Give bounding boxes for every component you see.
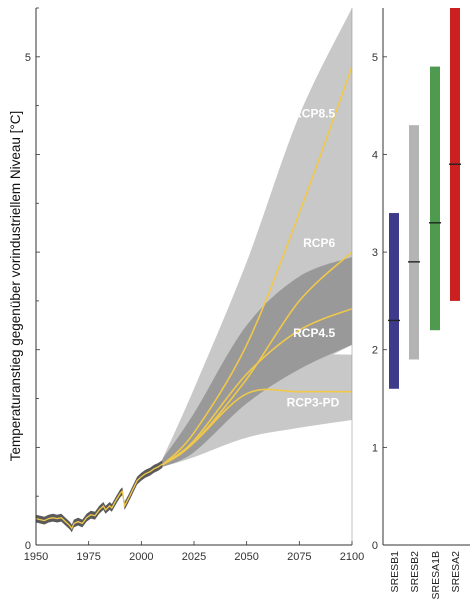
rcp-lines-layer <box>161 66 352 466</box>
y-tick-label: 0 <box>25 540 31 552</box>
sres-label-sresb2: SRESB2 <box>409 551 421 593</box>
x-tick-label: 2025 <box>182 551 206 563</box>
series-label-rcp4-5: RCP4.5 <box>293 326 335 340</box>
sres-y-tick-label: 5 <box>372 52 378 64</box>
band-layer <box>162 8 352 467</box>
uncertainty-band-2 <box>162 353 352 467</box>
sres-y-tick-label: 3 <box>372 247 378 259</box>
y-tick-label: 5 <box>25 52 31 64</box>
x-tick-label: 1975 <box>76 551 100 563</box>
x-tick-label: 2000 <box>129 551 153 563</box>
sres-label-sresa2: SRESA2 <box>450 551 462 593</box>
main-x-ticks: 1950 1975 2000 2025 2050 2075 2100 <box>24 541 364 563</box>
uncertainty-band-0 <box>162 8 352 467</box>
uncertainty-band-3 <box>162 257 352 467</box>
main-y-ticks: 05 <box>25 7 40 552</box>
x-tick-label: 2100 <box>340 551 364 563</box>
series-label-rcp3-pd: RCP3-PD <box>287 395 340 409</box>
sres-bar-sresb2 <box>409 125 419 360</box>
series-label-rcp6: RCP6 <box>303 236 335 250</box>
historical-layer <box>35 460 163 533</box>
series-line-rcp8-5 <box>161 66 352 466</box>
rcp-labels-layer: RCP8.5 RCP6 RCP4.5 RCP3-PD <box>287 106 340 409</box>
historical-band <box>36 460 163 533</box>
y-axis-label: Temperaturanstieg gegenüber vorindustrie… <box>8 111 23 462</box>
sres-bar-sresa1b <box>430 66 440 331</box>
sres-bars-layer: SRESB1 SRESB2 SRESA1B SRESA2 <box>388 8 462 599</box>
sres-y-ticks: 0 1 2 3 4 5 <box>372 52 387 552</box>
series-label-rcp8-5: RCP8.5 <box>293 106 335 120</box>
sres-label-sresa1b: SRESA1B <box>430 551 442 599</box>
x-tick-label: 2075 <box>287 551 311 563</box>
historical-line <box>35 463 163 530</box>
series-line-rcp3-pd <box>161 388 352 466</box>
x-tick-label: 2050 <box>234 551 258 563</box>
sres-y-tick-label: 1 <box>372 442 378 454</box>
sres-y-tick-label: 0 <box>372 540 378 552</box>
x-tick-label: 1950 <box>24 551 48 563</box>
sres-bar-sresb1 <box>389 213 399 389</box>
sres-y-tick-label: 2 <box>372 345 378 357</box>
sres-y-tick-label: 4 <box>372 149 378 161</box>
sres-bar-sresa2 <box>450 8 460 301</box>
sres-label-sresb1: SRESB1 <box>389 551 401 593</box>
